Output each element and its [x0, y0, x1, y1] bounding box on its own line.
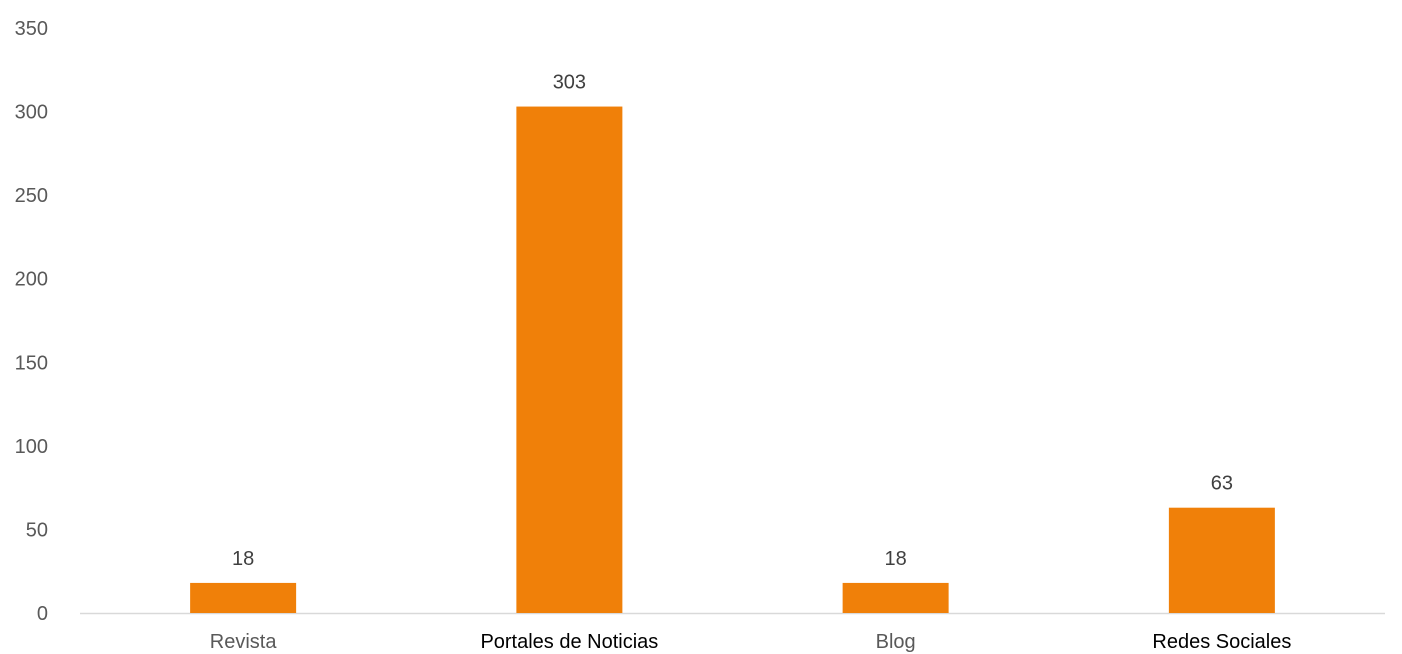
y-tick-label: 350 [15, 18, 48, 40]
bar [842, 582, 949, 613]
y-tick-label: 50 [26, 519, 48, 541]
data-label: 18 [232, 548, 254, 570]
y-tick-label: 300 [15, 102, 48, 124]
data-label: 303 [553, 72, 586, 94]
y-tick-label: 200 [15, 269, 48, 291]
bar [1168, 507, 1275, 613]
x-tick-label: Blog [876, 631, 916, 653]
bar [516, 106, 623, 614]
data-label: 63 [1211, 473, 1233, 495]
bars [190, 106, 1275, 614]
y-tick-label: 250 [15, 185, 48, 207]
x-tick-label: Revista [210, 631, 278, 653]
y-tick-label: 100 [15, 436, 48, 458]
x-tick-label: Redes Sociales [1152, 631, 1291, 653]
y-tick-label: 0 [37, 603, 48, 625]
y-tick-label: 150 [15, 352, 48, 374]
x-tick-label: Portales de Noticias [480, 631, 658, 653]
data-labels: 18 303 18 63 [232, 72, 1233, 570]
data-label: 18 [885, 548, 907, 570]
bar [190, 582, 297, 613]
x-axis: Revista Portales de Noticias Blog Redes Soc… [210, 631, 1292, 653]
y-axis: 0 50 100 150 200 250 300 350 [15, 18, 48, 625]
